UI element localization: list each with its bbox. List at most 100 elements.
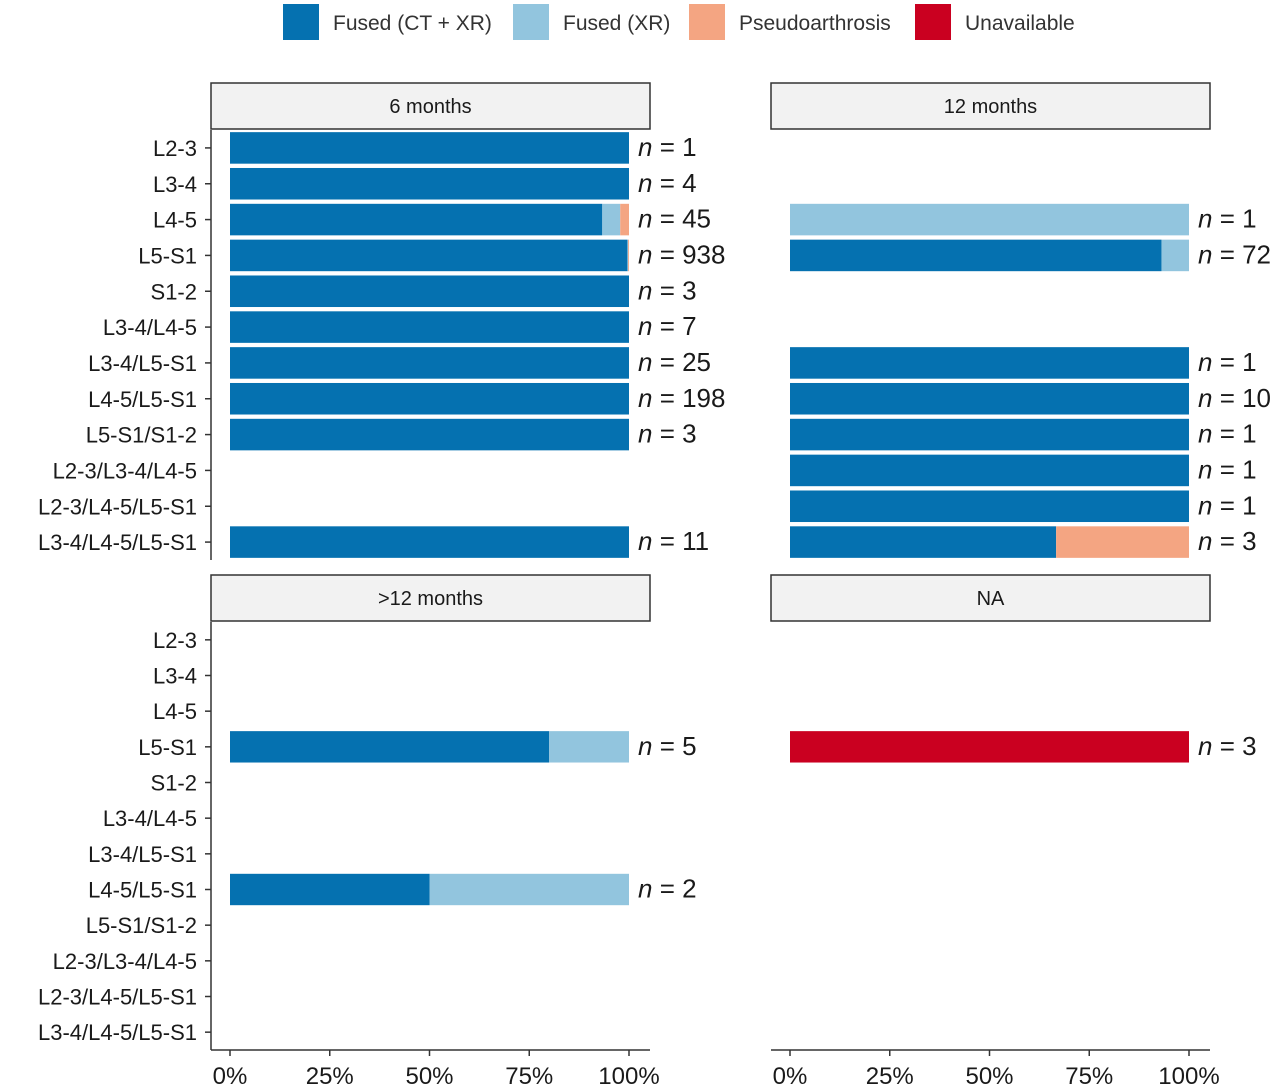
y-tick-label: L3-4/L4-5/L5-S1 xyxy=(38,530,197,555)
bar-segment xyxy=(230,347,629,379)
stacked-bar xyxy=(230,239,629,272)
stacked-bar xyxy=(790,347,1189,379)
bar-segment xyxy=(790,239,1162,272)
bar-segment xyxy=(230,526,629,558)
bar-segment xyxy=(790,526,1057,558)
bar-segment xyxy=(230,418,629,451)
x-tick-label: 75% xyxy=(505,1063,553,1090)
x-tick-label: 50% xyxy=(405,1063,453,1090)
bar-segment xyxy=(230,311,629,343)
y-tick-label: L3-4/L4-5 xyxy=(103,806,197,831)
n-label: n = 3 xyxy=(1198,731,1257,761)
y-tick-label: L3-4 xyxy=(153,664,197,689)
y-tick-label: L4-5 xyxy=(153,208,197,233)
facet-panel: >12 months L2-3 L3-4 L4-5 L5-S1 S1-2 L3-4/L4-5… xyxy=(38,574,697,1090)
bar-segment xyxy=(230,203,603,236)
bar-segment xyxy=(790,382,1189,415)
bar-segment xyxy=(628,239,629,272)
bar-segment xyxy=(230,132,629,164)
bar-segment xyxy=(790,418,1189,451)
y-tick-label: L5-S1/S1-2 xyxy=(86,423,197,448)
stacked-bar xyxy=(790,454,1189,487)
bar-segment xyxy=(230,275,629,308)
facet-strip xyxy=(210,574,651,622)
bar-segment xyxy=(230,167,629,200)
stacked-bar xyxy=(790,731,1189,763)
n-label: n = 938 xyxy=(638,239,725,269)
chart-panels: 6 months L2-3 L3-4 L4-5 L5-S1 S1-2 L3-4/L4-5 L3… xyxy=(38,82,1271,1090)
legend-key xyxy=(915,4,951,40)
n-label: n = 45 xyxy=(638,204,711,234)
y-tick-label: L2-3/L3-4/L4-5 xyxy=(53,949,197,974)
y-tick-label: L4-5/L5-S1 xyxy=(88,878,197,903)
n-label: n = 3 xyxy=(638,419,697,449)
stacked-bar xyxy=(790,382,1189,415)
facet-strip xyxy=(210,82,651,130)
n-label: n = 3 xyxy=(1198,526,1257,556)
legend-label: Fused (XR) xyxy=(563,12,670,35)
y-tick-label: S1-2 xyxy=(151,771,197,796)
stacked-bar xyxy=(230,731,629,763)
y-tick-label: L2-3/L3-4/L4-5 xyxy=(53,458,197,483)
bar-segment xyxy=(549,731,629,763)
stacked-bar xyxy=(230,526,629,558)
n-label: n = 72 xyxy=(1198,239,1271,269)
y-tick-label: S1-2 xyxy=(151,279,197,304)
legend-key xyxy=(689,4,725,40)
facet-panel: 12 months n = 1 n = 72 n = 1 n = 10 n = 1 n = … xyxy=(770,82,1271,558)
bar-segment xyxy=(627,239,629,272)
stacked-bar xyxy=(790,203,1189,236)
legend-key xyxy=(513,4,549,40)
stacked-bar xyxy=(790,239,1189,272)
stacked-bar xyxy=(230,873,629,906)
facet-title: >12 months xyxy=(378,588,483,610)
stacked-bar xyxy=(790,526,1189,558)
n-label: n = 2 xyxy=(638,874,697,904)
bar-segment xyxy=(429,873,629,906)
n-label: n = 7 xyxy=(638,311,697,341)
x-tick-label: 25% xyxy=(866,1063,914,1090)
x-tick-label: 100% xyxy=(598,1063,659,1090)
n-label: n = 1 xyxy=(1198,204,1257,234)
facet-strip xyxy=(770,82,1211,130)
stacked-bar xyxy=(230,311,629,343)
y-tick-label: L2-3/L4-5/L5-S1 xyxy=(38,494,197,519)
facet-title: 12 months xyxy=(944,96,1037,118)
stacked-bar xyxy=(230,132,629,164)
n-label: n = 4 xyxy=(638,168,697,198)
bar-segment xyxy=(230,731,550,763)
y-tick-label: L3-4/L5-S1 xyxy=(88,842,197,867)
n-label: n = 198 xyxy=(638,383,725,413)
n-label: n = 1 xyxy=(1198,490,1257,520)
stacked-bar xyxy=(230,167,629,200)
bar-segment xyxy=(230,873,430,906)
y-tick-label: L5-S1 xyxy=(138,735,197,760)
n-label: n = 5 xyxy=(638,731,697,761)
x-tick-label: 25% xyxy=(306,1063,354,1090)
y-tick-label: L3-4/L4-5 xyxy=(103,315,197,340)
bar-segment xyxy=(790,454,1189,487)
stacked-bar xyxy=(230,382,629,415)
n-label: n = 1 xyxy=(1198,347,1257,377)
y-tick-label: L2-3/L4-5/L5-S1 xyxy=(38,985,197,1010)
facet-panel: NA n = 3 0% 25% 50% 75% 100% xyxy=(770,574,1257,1090)
bar-segment xyxy=(1161,239,1189,272)
x-tick-label: 0% xyxy=(773,1063,808,1090)
stacked-bar xyxy=(230,203,629,236)
x-tick-label: 50% xyxy=(965,1063,1013,1090)
facet-title: 6 months xyxy=(389,96,471,118)
bar-segment xyxy=(790,203,1189,236)
stacked-bar xyxy=(230,347,629,379)
bar-segment xyxy=(602,203,621,236)
bar-segment xyxy=(1056,526,1189,558)
bar-segment xyxy=(790,490,1189,523)
y-tick-label: L4-5/L5-S1 xyxy=(88,387,197,412)
y-tick-label: L4-5 xyxy=(153,699,197,724)
stacked-bar xyxy=(230,418,629,451)
y-tick-label: L2-3 xyxy=(153,628,197,653)
bar-segment xyxy=(790,347,1189,379)
n-label: n = 1 xyxy=(1198,419,1257,449)
legend-label: Pseudoarthrosis xyxy=(739,12,891,35)
facet-panel: 6 months L2-3 L3-4 L4-5 L5-S1 S1-2 L3-4/L4-5 L3… xyxy=(38,82,725,560)
